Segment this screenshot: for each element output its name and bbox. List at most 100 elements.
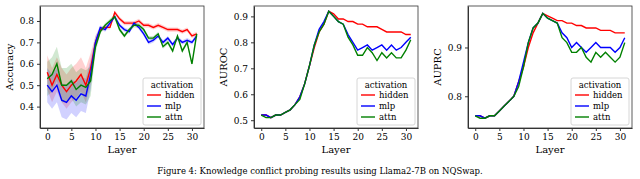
figure: 0510152025300.40.50.60.70.8LayerAccuracy… xyxy=(0,0,640,179)
series-line xyxy=(261,11,411,117)
tick-mark xyxy=(251,68,254,69)
tick-mark xyxy=(358,128,359,131)
tick-mark xyxy=(37,85,40,86)
y-axis: 0.80.9 xyxy=(448,7,469,129)
tick-mark xyxy=(382,128,383,131)
tick: 0 xyxy=(473,128,479,142)
tick-label: 0.9 xyxy=(234,12,249,22)
error-band xyxy=(47,15,197,107)
tick-label: 25 xyxy=(591,132,603,142)
y-axis: 0.50.60.70.80.9 xyxy=(234,7,255,129)
axis-line xyxy=(255,128,419,129)
y-axis: 0.40.50.60.70.8 xyxy=(20,7,41,129)
tick-label: 15 xyxy=(542,132,554,142)
axis-line xyxy=(254,7,255,129)
axis-line xyxy=(40,7,41,129)
tick: 5 xyxy=(283,128,289,142)
legend-box xyxy=(357,78,415,125)
tick-label: 20 xyxy=(352,132,364,142)
legend: activationhiddenmlpattn xyxy=(357,78,415,125)
tick-label: 0.8 xyxy=(20,16,35,26)
legend-title: activation xyxy=(579,80,622,90)
legend-label: hidden xyxy=(593,90,623,100)
tick: 0.6 xyxy=(234,90,254,100)
legend-box xyxy=(571,78,629,125)
axis-line xyxy=(41,128,205,129)
panel: 0510152025300.50.60.70.80.9LayerAUROCact… xyxy=(218,6,419,155)
tick: 0 xyxy=(45,128,51,142)
legend-swatch xyxy=(575,116,589,117)
tick: 10 xyxy=(304,128,316,142)
series-line xyxy=(261,11,411,117)
tick-label: 5 xyxy=(283,132,289,142)
legend-title: activation xyxy=(151,80,194,90)
series-line xyxy=(475,13,625,118)
series-line xyxy=(261,11,411,117)
tick-mark xyxy=(144,128,145,131)
tick-label: 30 xyxy=(401,132,413,142)
tick-label: 15 xyxy=(114,132,126,142)
legend-label: hidden xyxy=(165,90,195,100)
tick-mark xyxy=(47,128,48,131)
tick-label: 0.5 xyxy=(234,116,249,126)
tick: 30 xyxy=(615,128,627,142)
tick: 25 xyxy=(591,128,603,142)
tick-mark xyxy=(192,128,193,131)
tick-label: 0.6 xyxy=(20,59,35,69)
tick: 30 xyxy=(401,128,413,142)
tick-mark xyxy=(168,128,169,131)
tick-label: 10 xyxy=(518,132,530,142)
tick: 15 xyxy=(114,128,126,142)
tick-label: 0.7 xyxy=(234,64,249,74)
legend-label: mlp xyxy=(593,101,610,111)
tick-mark xyxy=(465,47,468,48)
tick-mark xyxy=(120,128,121,131)
tick-label: 0 xyxy=(473,132,479,142)
legend: activationhiddenmlpattn xyxy=(571,78,629,125)
tick: 0.7 xyxy=(20,38,40,48)
tick-label: 0 xyxy=(259,132,265,142)
legend-label: attn xyxy=(593,112,611,122)
tick-mark xyxy=(71,128,72,131)
legend-swatch xyxy=(361,105,375,106)
tick-mark xyxy=(572,128,573,131)
marks xyxy=(261,11,411,117)
series-line xyxy=(47,17,197,103)
tick-label: 25 xyxy=(163,132,175,142)
tick-label: 10 xyxy=(304,132,316,142)
legend-box xyxy=(143,78,201,125)
series-line xyxy=(475,13,625,118)
tick: 0.4 xyxy=(20,102,40,112)
tick: 0.6 xyxy=(20,59,40,69)
tick: 25 xyxy=(163,128,175,142)
tick-mark xyxy=(251,120,254,121)
legend-swatch xyxy=(361,94,375,95)
tick-label: 5 xyxy=(69,132,75,142)
tick-label: 20 xyxy=(566,132,578,142)
legend-label: hidden xyxy=(379,90,409,100)
axis-line xyxy=(468,7,469,129)
x-axis-title: Layer xyxy=(108,144,137,155)
tick-label: 0 xyxy=(45,132,51,142)
tick-label: 25 xyxy=(377,132,389,142)
tick-mark xyxy=(309,128,310,131)
x-axis-title: Layer xyxy=(322,144,351,155)
tick: 20 xyxy=(138,128,150,142)
marks xyxy=(475,13,625,118)
tick-label: 10 xyxy=(90,132,102,142)
tick: 0.8 xyxy=(448,92,468,102)
tick-mark xyxy=(406,128,407,131)
plot-frame xyxy=(40,6,204,128)
tick: 0.5 xyxy=(234,116,254,126)
tick-mark xyxy=(465,96,468,97)
tick: 0.8 xyxy=(20,16,40,26)
caption: Figure 4: Knowledge conflict probing res… xyxy=(157,166,482,176)
tick-mark xyxy=(37,64,40,65)
legend: activationhiddenmlpattn xyxy=(143,78,201,125)
tick: 0.9 xyxy=(234,12,254,22)
legend-title: activation xyxy=(365,80,408,90)
tick-mark xyxy=(251,16,254,17)
axis-line xyxy=(469,128,633,129)
panel: 0510152025300.40.50.60.70.8LayerAccuracy… xyxy=(4,6,205,155)
x-axis-title: Layer xyxy=(536,144,565,155)
